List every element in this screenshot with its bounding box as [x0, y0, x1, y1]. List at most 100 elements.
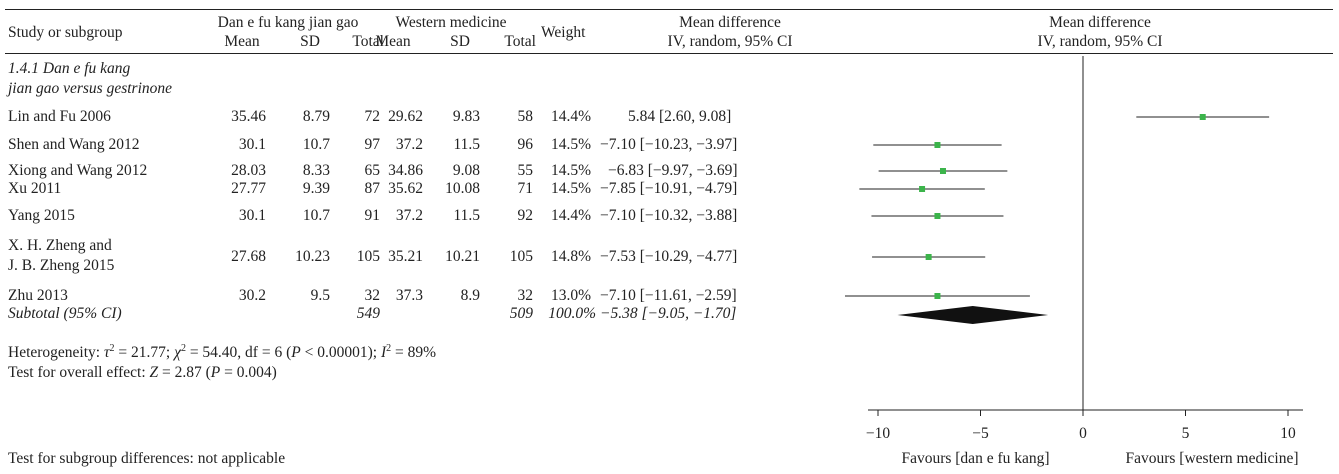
mean2: 34.86 [388, 162, 423, 179]
n2: 55 [517, 162, 534, 179]
study-name: Yang 2015 [8, 207, 75, 224]
oe-part2: = 2.87 ( [158, 364, 211, 381]
point-estimate-marker [919, 186, 926, 192]
md-ci: −6.83 [−9.97, −3.69] [608, 162, 738, 179]
subgroup-title-line1: 1.4.1 Dan e fu kang [8, 60, 131, 77]
header-sd2: SD [450, 33, 470, 50]
study-name: Xiong and Wang 2012 [8, 162, 148, 179]
het-sup: 2 [386, 343, 392, 354]
header-plot-line1: Mean difference [1049, 14, 1151, 31]
mean1: 30.1 [238, 207, 266, 224]
study-name: Xu 2011 [8, 180, 62, 197]
point-estimate-marker [925, 254, 932, 260]
header-rule [5, 53, 1333, 54]
weight: 14.4% [550, 207, 591, 224]
subtotal-label: Subtotal (95% CI) [8, 305, 122, 322]
weight: 14.5% [550, 136, 591, 153]
het-tau: τ [103, 344, 110, 362]
point-estimate-marker [1199, 114, 1206, 120]
het-P: P [291, 344, 301, 362]
md-ci: −7.10 [−11.61, −2.59] [600, 287, 737, 304]
n1: 105 [356, 248, 380, 265]
point-estimate-marker [939, 168, 946, 174]
mean1: 27.68 [231, 248, 266, 265]
pooled-diamond [897, 306, 1049, 324]
het-sup: 2 [180, 343, 186, 354]
x-tick-label: 0 [1079, 425, 1087, 442]
sd1: 9.39 [302, 180, 330, 197]
sd2: 9.08 [452, 162, 480, 179]
n2: 71 [517, 180, 534, 197]
header-mean2: Mean [375, 33, 411, 50]
study-name: Zhu 2013 [8, 287, 68, 304]
oe-part1: Test for overall effect: [8, 364, 150, 381]
header-md-line1: Mean difference [679, 14, 781, 31]
het-part3: = 54.40, df = 6 ( [185, 344, 292, 362]
het-part2: = 21.77; [114, 344, 175, 362]
weight: 14.5% [550, 162, 591, 179]
sd1: 8.79 [302, 108, 330, 125]
n2: 105 [509, 248, 533, 265]
sd2: 9.83 [452, 108, 480, 125]
subtotal-ci: −5.38 [−9.05, −1.70] [600, 305, 737, 322]
header-md-line2: IV, random, 95% CI [667, 33, 793, 50]
mean1: 27.77 [231, 180, 266, 197]
x-tick-label: −10 [866, 425, 890, 442]
het-part1: Heterogeneity: [8, 344, 104, 362]
mean2: 35.21 [388, 248, 423, 265]
md-ci: −7.53 [−10.29, −4.77] [600, 248, 738, 265]
n1: 97 [364, 136, 381, 153]
x-tick-label: 5 [1182, 425, 1190, 442]
n1: 72 [364, 108, 381, 125]
sd2: 11.5 [453, 136, 480, 153]
sd1: 10.7 [302, 207, 330, 224]
heterogeneity-text: Heterogeneity: τ2 = 21.77; χ2 = 54.40, d… [8, 340, 436, 361]
overall-effect-text: Test for overall effect: Z = 2.87 (P = 0… [8, 364, 277, 381]
mean1: 30.2 [238, 287, 266, 304]
subgroup-differences-text: Test for subgroup differences: not appli… [8, 450, 286, 467]
n1: 87 [364, 180, 381, 197]
weight: 13.0% [550, 287, 591, 304]
het-part5: = 89% [391, 344, 437, 362]
header-sd1: SD [300, 33, 320, 50]
n1: 91 [364, 207, 381, 224]
sd1: 10.23 [295, 248, 330, 265]
x-tick-label: −5 [972, 425, 989, 442]
sd2: 10.08 [445, 180, 480, 197]
header-total2: Total [504, 33, 536, 50]
point-estimate-marker [934, 293, 941, 299]
sd2: 8.9 [460, 287, 480, 304]
study-name: Shen and Wang 2012 [8, 136, 140, 153]
header-weight: Weight [541, 24, 586, 41]
header-group1: Dan e fu kang jian gao [217, 14, 359, 31]
oe-Z: Z [149, 364, 159, 381]
header-total1: Total [352, 33, 384, 50]
sd1: 8.33 [302, 162, 330, 179]
oe-part3: = 0.004) [220, 364, 277, 381]
subtotal-n2: 509 [509, 305, 533, 322]
mean2: 37.2 [395, 136, 423, 153]
subtotal-n1: 549 [356, 305, 380, 322]
subgroup-title-line2: jian gao versus gestrinone [8, 80, 173, 97]
md-ci: 5.84 [2.60, 9.08] [628, 108, 732, 125]
sd2: 11.5 [453, 207, 480, 224]
favours-right-label: Favours [western medicine] [1125, 450, 1299, 467]
point-estimate-marker [934, 213, 941, 219]
study-name-line2: J. B. Zheng 2015 [8, 257, 115, 274]
md-ci: −7.85 [−10.91, −4.79] [600, 180, 738, 197]
header-study: Study or subgroup [8, 24, 123, 41]
het-chi: χ [174, 344, 181, 362]
header-mean1: Mean [224, 33, 260, 50]
mean2: 29.62 [388, 108, 423, 125]
mean1: 30.1 [238, 136, 266, 153]
oe-P: P [210, 364, 221, 381]
header-plot-line2: IV, random, 95% CI [1037, 33, 1163, 50]
n2: 58 [517, 108, 534, 125]
mean1: 35.46 [231, 108, 266, 125]
n2: 96 [517, 136, 534, 153]
study-name: X. H. Zheng and [8, 237, 112, 254]
weight: 14.5% [550, 180, 591, 197]
het-part4: < 0.00001); [300, 344, 381, 362]
favours-left-label: Favours [dan e fu kang] [901, 450, 1050, 467]
